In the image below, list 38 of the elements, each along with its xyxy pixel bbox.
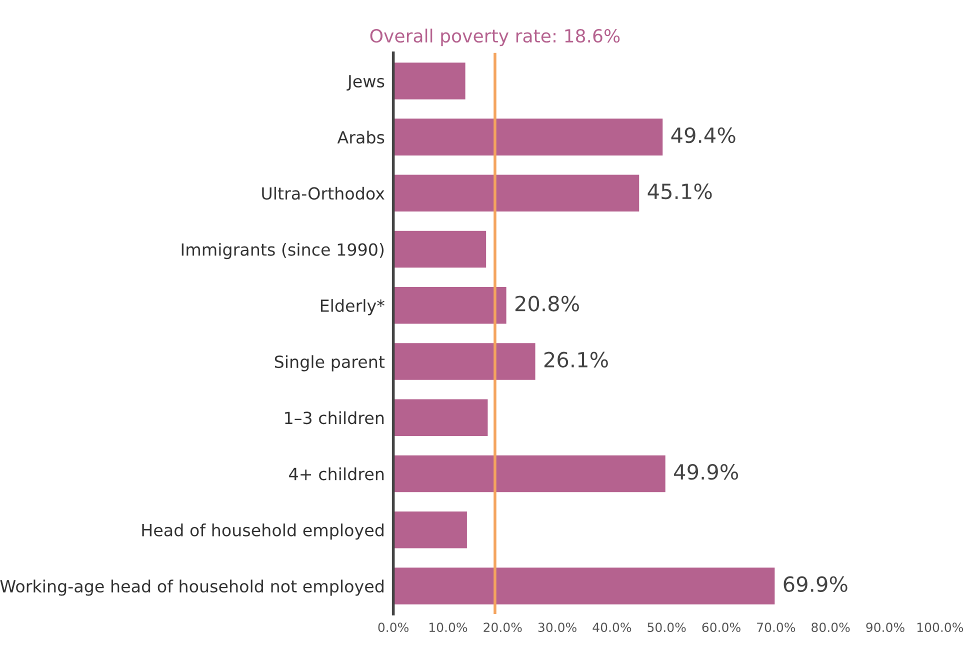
x-tick-label: 40.0% <box>592 622 632 632</box>
x-tick-label: 30.0% <box>538 622 576 632</box>
data-label: 49.9% <box>674 464 738 480</box>
y-tick-label: Head of household employed <box>142 524 384 540</box>
data-label: 26.1% <box>544 352 608 368</box>
bar <box>393 230 488 270</box>
x-tick-label: 50.0% <box>648 622 686 632</box>
y-tick-label: Immigrants (since 1990) <box>182 242 384 260</box>
bar <box>393 61 467 101</box>
bar <box>393 454 667 494</box>
x-tick-label: 20.0% <box>484 622 522 632</box>
y-tick-label: 4+ children <box>289 467 384 480</box>
x-tick-label: 80.0% <box>812 622 850 632</box>
x-tick-label: 10.0% <box>429 622 468 632</box>
x-tick-label: 0.0% <box>378 622 408 632</box>
x-tick-label: 100.0% <box>917 622 964 632</box>
y-tick-label: 1–3 children <box>285 411 384 424</box>
y-tick-label: Elderly* <box>320 299 384 316</box>
x-tick-label: 60.0% <box>702 622 740 632</box>
y-tick-label: Single parent <box>274 355 385 372</box>
y-tick-label: Arabs <box>337 130 384 144</box>
bar <box>393 398 490 438</box>
bar <box>393 286 508 326</box>
bar <box>393 566 776 606</box>
data-label: 45.1% <box>648 183 712 200</box>
y-tick-label: Ultra-Orthodox <box>262 186 384 200</box>
ref-line-label: Overall poverty rate: 18.6% <box>370 28 620 46</box>
bar <box>393 342 537 382</box>
bar <box>393 173 641 213</box>
y-tick-label: Working-age head of household not employed <box>0 580 384 596</box>
data-label: 49.4% <box>671 127 736 144</box>
x-tick-label: 90.0% <box>866 622 904 632</box>
data-label: 69.9% <box>784 576 848 592</box>
bar <box>393 510 468 550</box>
data-label: 20.8% <box>515 296 579 312</box>
x-tick-label: 70.0% <box>757 622 796 632</box>
bar <box>393 117 664 157</box>
y-tick-label: Jews <box>346 75 384 91</box>
